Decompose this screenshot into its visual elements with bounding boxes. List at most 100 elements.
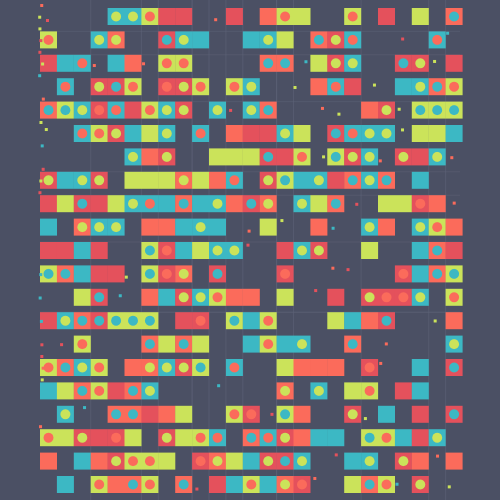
tile-dot (398, 456, 409, 467)
tile-dot (77, 222, 88, 233)
tile-dot (229, 362, 240, 373)
tile (107, 476, 125, 493)
tile-dot (347, 11, 358, 22)
tile-dot (77, 128, 88, 139)
tile (209, 476, 226, 493)
tile-dot (415, 58, 426, 69)
tile-dot (144, 11, 155, 22)
tiny-square (142, 62, 146, 66)
tile (158, 218, 176, 236)
tile (107, 265, 125, 283)
tiny-square (447, 485, 451, 489)
tiny-square (397, 107, 401, 111)
tiny-square (217, 384, 221, 388)
tiny-square (38, 50, 42, 54)
tile (259, 218, 277, 236)
tile (344, 452, 362, 470)
tile-dot (195, 362, 206, 373)
tile (276, 31, 294, 49)
tile-dot (297, 198, 307, 209)
tile (141, 218, 159, 236)
tile (344, 312, 362, 330)
tile-dot (144, 245, 155, 256)
tile (310, 218, 328, 236)
tile-dot (263, 175, 274, 186)
tile (40, 452, 57, 470)
tile-dot (381, 479, 392, 490)
tile-dot (330, 34, 341, 45)
tile-dot (43, 175, 54, 186)
tiny-square (384, 342, 388, 346)
tiny-square (401, 128, 405, 132)
tile (90, 452, 108, 470)
tile (40, 195, 57, 213)
tiny-square (433, 319, 437, 323)
tile (225, 195, 243, 213)
tile (327, 171, 345, 189)
tile-dot (246, 198, 257, 209)
tile-dot (212, 456, 223, 467)
tile-dot (144, 315, 155, 326)
tile-dot (432, 81, 443, 92)
tile-dot (60, 81, 71, 92)
tile-dot (212, 292, 223, 303)
tile-dot (178, 175, 189, 186)
tile (56, 382, 74, 400)
tile-dot (364, 128, 375, 139)
tile-dot (128, 479, 138, 490)
tile-dot (178, 81, 189, 92)
tile-dot (195, 81, 206, 92)
tile (445, 54, 463, 72)
tile (56, 476, 74, 493)
tiny-square (92, 64, 96, 68)
tiny-square (355, 202, 359, 206)
tile (411, 405, 429, 423)
tile-dot (128, 81, 138, 92)
tile (175, 429, 193, 447)
tiny-square (40, 4, 44, 7)
tile-dot (94, 479, 105, 490)
tile-dot (178, 198, 189, 209)
tile-dot (212, 105, 223, 116)
tile-dot (364, 385, 375, 396)
tiny-square (433, 59, 437, 63)
tile-dot (280, 128, 291, 139)
tile-dot (364, 479, 375, 490)
tile (90, 195, 108, 213)
tile-dot (449, 339, 460, 350)
tile (378, 8, 395, 25)
tile (276, 148, 294, 166)
tile-dot (77, 432, 88, 443)
tile-dot (280, 11, 291, 22)
tile-dot (347, 128, 358, 139)
tile (276, 335, 294, 353)
tiny-square (38, 15, 42, 19)
tiny-square (314, 289, 318, 293)
tile-dot (398, 268, 409, 279)
tile (445, 312, 463, 330)
tile-dot (94, 222, 105, 233)
tile-dot (128, 198, 138, 209)
tile (73, 288, 91, 306)
tiny-square (39, 121, 43, 124)
tile (56, 195, 74, 213)
tile-dot (161, 151, 172, 162)
tile-dot (94, 175, 105, 186)
tile (209, 218, 226, 236)
tile (225, 288, 243, 306)
tile-dot (347, 175, 358, 186)
tile-dot (381, 432, 392, 443)
tiny-square (60, 343, 64, 347)
tile (394, 382, 412, 400)
tile (361, 242, 379, 259)
tile-dot (195, 432, 206, 443)
tile-dot (415, 222, 426, 233)
tiny-square (39, 319, 43, 323)
tile-dot (263, 58, 274, 69)
tile (175, 8, 193, 25)
tile-dot (144, 339, 155, 350)
tile (209, 148, 226, 166)
tile-dot (94, 315, 105, 326)
tiny-square (41, 366, 45, 370)
tile (192, 335, 210, 353)
